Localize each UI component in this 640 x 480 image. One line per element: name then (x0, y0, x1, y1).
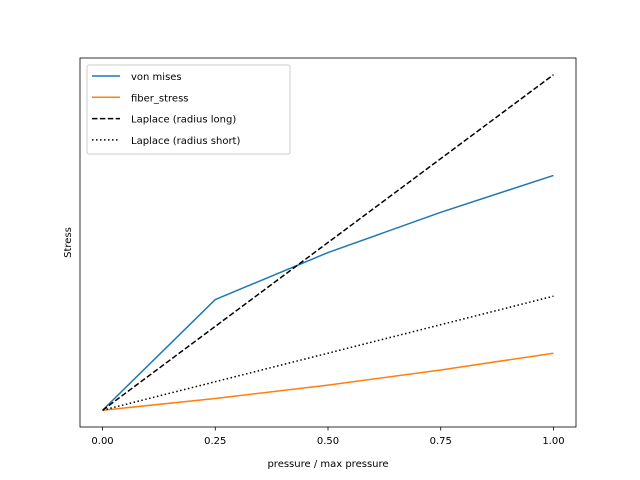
y-axis-label: Stress (63, 227, 74, 258)
legend: von mises fiber_stress Laplace (radius lon… (86, 64, 291, 155)
series-line-0 (102, 174, 554, 411)
x-axis-label: pressure / max pressure (267, 459, 388, 470)
legend-label-3: Laplace (radius short) (131, 136, 240, 147)
legend-label-0: von mises (131, 72, 182, 83)
x-tick-label-0: 0.00 (91, 436, 113, 447)
x-tick-label-4: 1.00 (542, 436, 564, 447)
legend-frame (86, 64, 291, 155)
series-line-3 (102, 295, 554, 411)
x-tick-label-1: 0.25 (204, 436, 226, 447)
legend-label-1: fiber_stress (131, 93, 189, 104)
x-tick-label-3: 0.75 (430, 436, 452, 447)
series-line-2 (102, 74, 554, 411)
x-tick-label-2: 0.50 (317, 436, 339, 447)
series-line-1 (102, 352, 554, 411)
plot-content (102, 74, 554, 411)
x-axis-ticks: 0.00 0.25 0.50 0.75 1.00 (91, 427, 565, 447)
legend-label-2: Laplace (radius long) (131, 115, 236, 126)
